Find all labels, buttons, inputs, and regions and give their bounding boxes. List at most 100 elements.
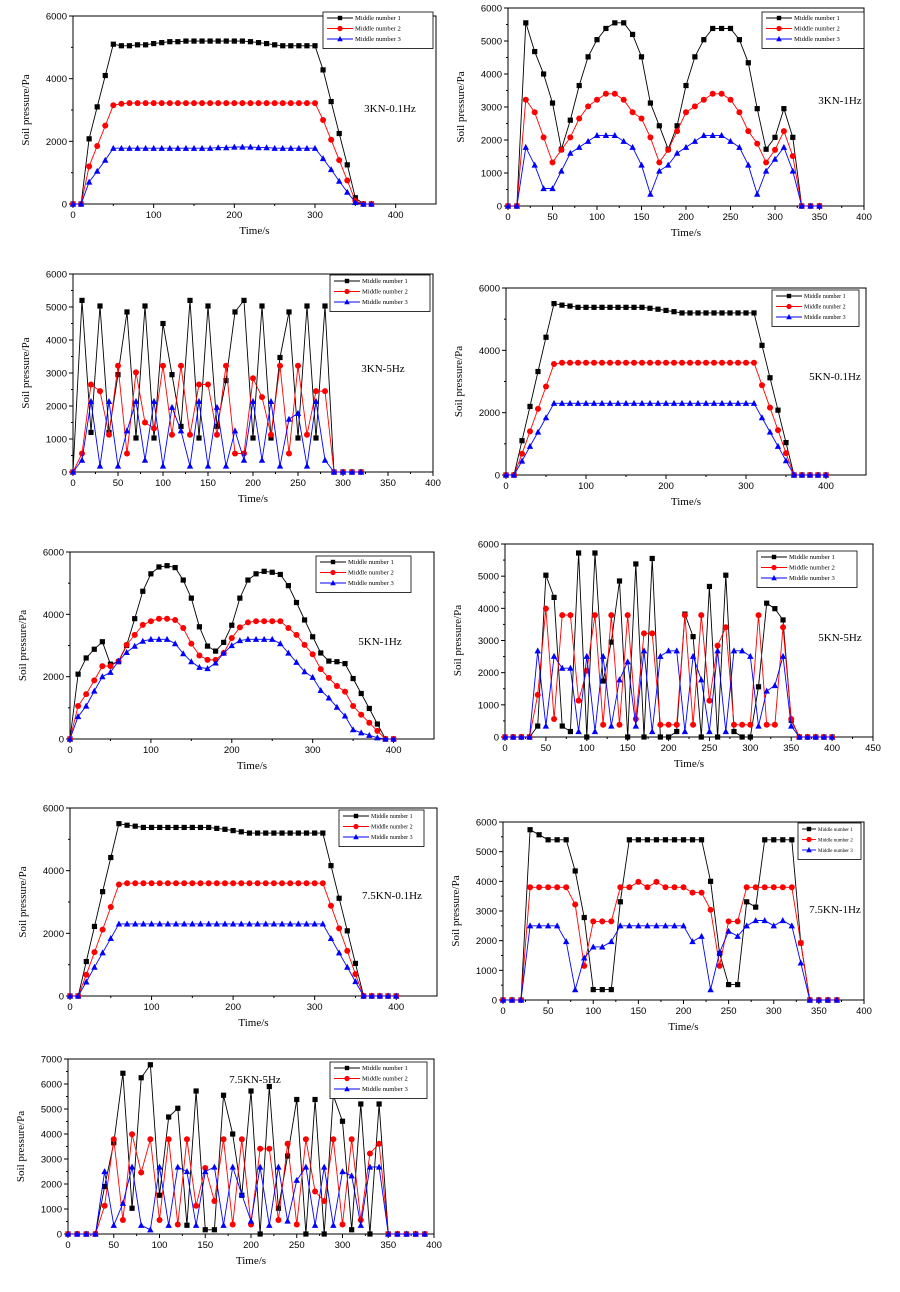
data-point bbox=[614, 399, 622, 406]
data-point bbox=[644, 884, 651, 891]
series-line bbox=[70, 923, 397, 997]
data-point bbox=[701, 37, 707, 43]
data-point bbox=[310, 634, 316, 640]
data-point bbox=[612, 20, 618, 26]
data-point bbox=[244, 619, 251, 626]
data-point bbox=[178, 362, 184, 369]
data-point bbox=[344, 162, 350, 168]
data-point bbox=[91, 646, 97, 652]
data-point bbox=[366, 731, 373, 738]
data-point bbox=[759, 382, 765, 389]
x-tick-label: 350 bbox=[783, 743, 799, 754]
data-point bbox=[174, 144, 182, 151]
x-tick-label: 50 bbox=[547, 212, 558, 223]
data-point bbox=[295, 880, 302, 887]
data-point bbox=[134, 42, 141, 48]
data-point bbox=[542, 605, 549, 612]
y-tick-label: 0 bbox=[494, 733, 499, 744]
data-point bbox=[73, 1230, 81, 1237]
data-point bbox=[321, 456, 329, 463]
data-point bbox=[671, 359, 677, 366]
data-point bbox=[96, 462, 104, 469]
data-point bbox=[647, 100, 653, 106]
data-point bbox=[330, 468, 338, 475]
data-point bbox=[781, 106, 787, 112]
x-tick-label: 250 bbox=[702, 743, 718, 754]
data-point bbox=[311, 1221, 319, 1228]
data-point bbox=[147, 1226, 154, 1233]
data-point bbox=[336, 177, 343, 184]
data-point bbox=[590, 987, 596, 993]
y-tick-label: 1000 bbox=[476, 966, 497, 977]
data-point bbox=[99, 949, 106, 956]
x-tick-label: 100 bbox=[146, 210, 162, 221]
data-point bbox=[559, 359, 565, 366]
y-tick-label: 4000 bbox=[479, 346, 500, 357]
y-tick-label: 1000 bbox=[41, 1205, 62, 1216]
y-tick-label: 1000 bbox=[481, 169, 502, 180]
data-point bbox=[165, 824, 171, 831]
data-point bbox=[275, 1163, 282, 1170]
data-point bbox=[257, 1145, 264, 1152]
data-point bbox=[629, 143, 636, 150]
data-point bbox=[66, 992, 74, 999]
data-point bbox=[190, 144, 198, 151]
x-tick-label: 0 bbox=[70, 210, 75, 221]
data-point bbox=[311, 880, 318, 887]
data-point bbox=[774, 442, 782, 449]
data-point bbox=[681, 612, 688, 619]
data-point bbox=[287, 920, 294, 927]
data-point bbox=[99, 926, 106, 933]
data-point bbox=[318, 650, 324, 656]
x-tick-label: 400 bbox=[388, 1002, 404, 1013]
data-point bbox=[94, 104, 100, 110]
data-point bbox=[293, 658, 300, 665]
x-tick-label: 0 bbox=[70, 478, 75, 489]
data-point bbox=[657, 652, 664, 659]
data-point bbox=[287, 830, 293, 836]
data-point bbox=[195, 397, 203, 404]
data-point bbox=[536, 884, 543, 891]
data-point bbox=[726, 399, 734, 406]
y-tick-label: 5000 bbox=[478, 572, 499, 583]
data-point bbox=[204, 665, 211, 672]
data-point bbox=[138, 1075, 144, 1081]
data-point bbox=[644, 837, 650, 843]
line-chart: 0 50 100 150 200 250 300 350 400 450 0 1000 2000 3000… bbox=[452, 540, 881, 771]
data-point bbox=[638, 161, 645, 168]
data-point bbox=[702, 399, 710, 406]
y-tick-label: 2000 bbox=[43, 672, 64, 683]
data-point bbox=[294, 1096, 300, 1103]
data-point bbox=[279, 100, 286, 107]
data-point bbox=[156, 920, 163, 927]
data-point bbox=[147, 1136, 154, 1143]
data-point bbox=[739, 721, 746, 728]
data-point bbox=[770, 884, 777, 891]
data-point bbox=[150, 144, 157, 151]
data-point bbox=[193, 1088, 199, 1094]
data-point bbox=[189, 920, 196, 927]
data-point bbox=[339, 1118, 346, 1124]
data-point bbox=[236, 624, 243, 631]
data-point bbox=[350, 675, 356, 682]
data-point bbox=[159, 462, 167, 469]
data-point bbox=[644, 922, 651, 929]
data-point bbox=[536, 832, 542, 838]
legend-marker bbox=[786, 314, 792, 320]
data-point bbox=[83, 691, 90, 698]
legend-marker bbox=[771, 564, 777, 571]
data-point bbox=[268, 435, 274, 441]
x-tick-label: 100 bbox=[155, 478, 171, 489]
legend-label: Middle number 2 bbox=[789, 565, 835, 572]
data-point bbox=[679, 310, 685, 316]
data-point bbox=[160, 320, 166, 327]
data-point bbox=[707, 878, 714, 884]
data-point bbox=[115, 881, 122, 888]
data-point bbox=[247, 39, 254, 45]
data-point bbox=[656, 159, 663, 166]
line-chart: 0 50 100 150 200 250 300 350 4000100020003000400… bbox=[450, 818, 872, 1034]
data-point bbox=[320, 830, 326, 836]
data-point bbox=[725, 927, 732, 934]
data-point bbox=[249, 397, 257, 404]
data-point bbox=[583, 359, 589, 366]
